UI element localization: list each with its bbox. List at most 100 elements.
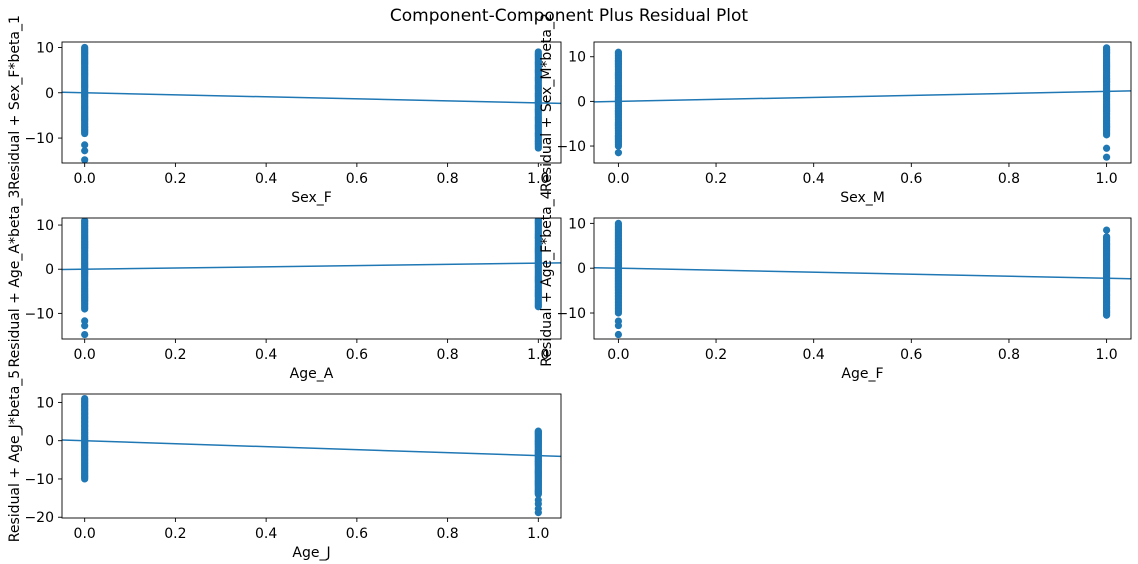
- data-point-outlier: [1102, 144, 1111, 152]
- y-tick-label: −10: [24, 306, 54, 322]
- fit-line: [594, 90, 1131, 103]
- y-tick-label: 10: [568, 50, 586, 66]
- x-tick-label: 1.0: [527, 347, 549, 363]
- plot-area-5: [62, 394, 561, 517]
- data-point-outlier: [1102, 226, 1111, 234]
- subplot-1: 0.0 0.2 0.4 0.6 0.8 1.0 −10 0 10 Sex_F Residual + …: [7, 15, 562, 206]
- x-tick-label: 0.2: [705, 171, 727, 187]
- data-point: [614, 219, 623, 227]
- data-point-outlier: [81, 330, 89, 339]
- figure-title: Component-Component Plus Residual Plot: [390, 6, 749, 26]
- x-tick-label: 0.8: [998, 347, 1020, 363]
- data-point-outlier: [81, 147, 89, 155]
- y-tick-label: 0: [577, 261, 586, 277]
- data-point-outlier: [614, 330, 623, 339]
- plot-area-1: [62, 43, 561, 163]
- x-tick-label: 0.2: [164, 171, 186, 187]
- x-axis-label: Sex_F: [291, 190, 332, 206]
- y-tick-label: −20: [24, 510, 54, 526]
- y-tick-label: 0: [45, 434, 54, 450]
- plot-area-4: [594, 219, 1131, 339]
- y-axis-label: Residual + Sex_M*beta_2: [539, 13, 555, 192]
- x-tick-label: 0.4: [255, 347, 277, 363]
- plot-area-2: [594, 44, 1131, 161]
- data-point: [614, 48, 623, 56]
- data-point: [81, 43, 89, 52]
- data-point: [534, 48, 542, 56]
- data-point-outlier: [614, 321, 623, 330]
- x-axis-label: Age_F: [841, 366, 883, 382]
- y-axis-label: Residual + Age_J*beta_5: [7, 370, 23, 542]
- subplot-4: 0.0 0.2 0.4 0.6 0.8 1.0 −10 0 10 Age_F Residual + …: [539, 190, 1132, 382]
- y-tick-label: 10: [568, 216, 586, 232]
- data-point-outlier: [534, 509, 542, 517]
- plot-area-3: [62, 218, 561, 339]
- data-point: [1102, 44, 1111, 52]
- y-tick-label: −10: [24, 131, 54, 147]
- fit-line: [62, 91, 561, 105]
- data-point-outlier: [534, 500, 542, 508]
- data-point-outlier: [1102, 153, 1111, 161]
- axes-frame: [593, 41, 1132, 164]
- x-tick-label: 0.6: [346, 171, 368, 187]
- x-axis-label: Sex_M: [840, 190, 885, 206]
- x-tick-label: 0.4: [255, 171, 277, 187]
- axes-frame: [61, 393, 562, 519]
- y-tick-label: −10: [24, 472, 54, 488]
- y-axis-label: Residual + Age_A*beta_3: [7, 190, 23, 368]
- data-point-outlier: [81, 141, 89, 149]
- x-tick-label: 0.4: [255, 526, 277, 542]
- x-tick-label: 0.2: [164, 347, 186, 363]
- x-tick-label: 0.6: [900, 347, 922, 363]
- x-tick-label: 1.0: [527, 526, 549, 542]
- data-point: [1102, 233, 1111, 241]
- fit-line: [62, 262, 561, 271]
- x-tick-label: 0.4: [803, 171, 825, 187]
- x-tick-label: 1.0: [1095, 171, 1117, 187]
- fit-line: [62, 439, 561, 458]
- y-tick-label: −10: [556, 139, 586, 155]
- x-tick-label: 0.8: [436, 347, 458, 363]
- x-tick-label: 0.2: [705, 347, 727, 363]
- x-tick-label: 0.8: [436, 171, 458, 187]
- data-point: [81, 394, 89, 403]
- y-tick-label: 0: [45, 262, 54, 278]
- x-tick-label: 0.8: [436, 526, 458, 542]
- data-point: [534, 218, 542, 224]
- x-tick-label: 0.6: [346, 347, 368, 363]
- subplot-2: 0.0 0.2 0.4 0.6 0.8 1.0 −10 0 10 Sex_M Residual + …: [539, 13, 1132, 206]
- x-tick-label: 0.8: [998, 171, 1020, 187]
- x-tick-label: 1.0: [527, 171, 549, 187]
- fit-line: [594, 266, 1131, 280]
- x-tick-label: 0.0: [74, 171, 96, 187]
- data-point: [534, 427, 542, 435]
- x-tick-label: 0.0: [607, 347, 629, 363]
- axes-frame: [61, 217, 562, 340]
- y-axis-label: Residual + Age_F*beta_4: [539, 190, 555, 366]
- axes-frame: [61, 41, 562, 164]
- data-point-outlier: [81, 322, 89, 330]
- x-axis-label: Age_A: [290, 366, 334, 382]
- axes-frame: [593, 217, 1132, 340]
- subplot-3: 0.0 0.2 0.4 0.6 0.8 1.0 −10 0 10 Age_A Residual + …: [7, 190, 562, 382]
- y-tick-label: −10: [556, 306, 586, 322]
- subplot-5: 0.0 0.2 0.4 0.6 0.8 1.0 −20 −10 0 10 Age_J Residual…: [7, 370, 562, 561]
- data-point: [81, 218, 89, 225]
- x-tick-label: 0.0: [74, 526, 96, 542]
- y-tick-label: 0: [45, 86, 54, 102]
- data-point-outlier: [81, 156, 89, 163]
- y-tick-label: 10: [36, 395, 54, 411]
- x-tick-label: 0.4: [803, 347, 825, 363]
- data-point-outlier: [614, 149, 623, 157]
- y-tick-label: 0: [577, 94, 586, 110]
- subplot-grid: 0.0 0.2 0.4 0.6 0.8 1.0 −10 0 10 Sex_F Residual + …: [7, 13, 1132, 561]
- x-axis-label: Age_J: [292, 545, 330, 561]
- y-tick-label: 10: [36, 218, 54, 234]
- y-axis-label: Residual + Sex_F*beta_1: [7, 15, 23, 190]
- x-tick-label: 0.0: [74, 347, 96, 363]
- x-tick-label: 0.2: [164, 526, 186, 542]
- y-tick-label: 10: [36, 40, 54, 56]
- x-tick-label: 0.0: [607, 171, 629, 187]
